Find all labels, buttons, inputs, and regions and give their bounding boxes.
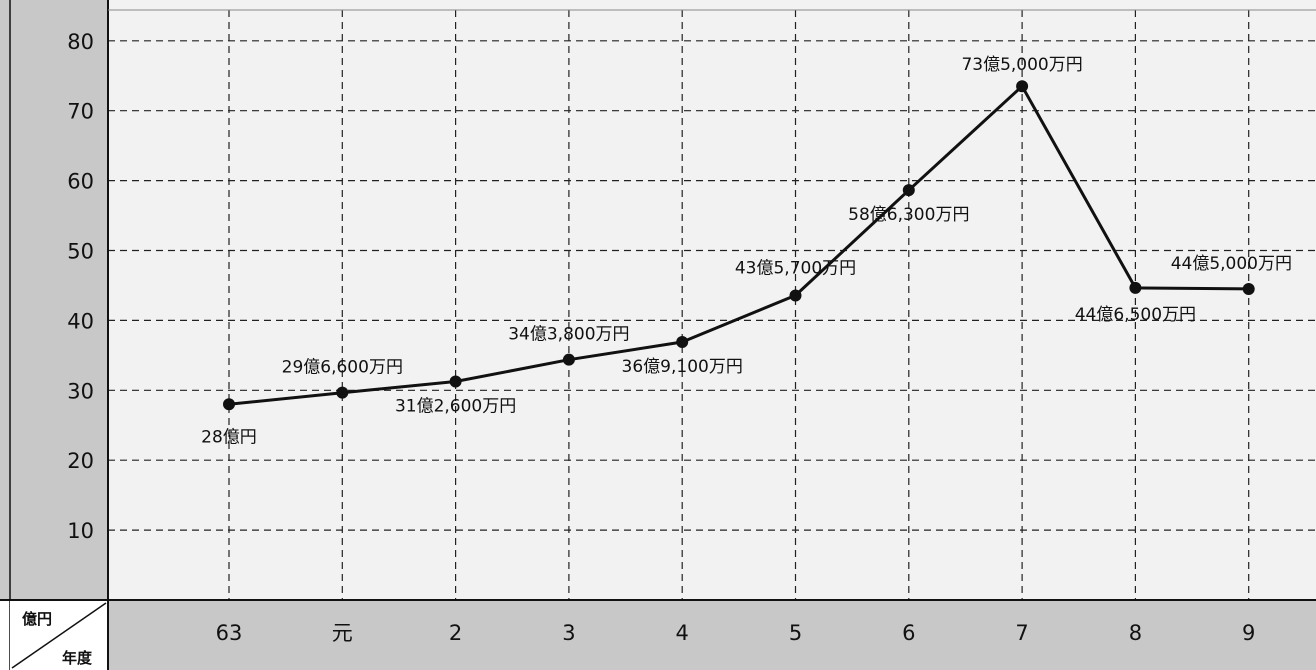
y-tick-label: 20 bbox=[67, 449, 94, 473]
grid-lines bbox=[108, 10, 1316, 600]
y-tick-labels: 10 20 30 40 50 60 70 80 bbox=[67, 30, 94, 543]
x-tick-label: 7 bbox=[1015, 621, 1028, 645]
x-axis-band bbox=[108, 600, 1316, 670]
corner-diagonal bbox=[11, 602, 107, 669]
plot-area bbox=[108, 0, 1316, 600]
x-tick-label: 63 bbox=[216, 621, 243, 645]
y-axis-band bbox=[0, 0, 108, 600]
x-tick-labels: 63 元 2 3 4 5 6 7 8 9 bbox=[216, 621, 1256, 645]
data-point bbox=[1242, 282, 1255, 295]
data-label: 58億6,300万円 bbox=[848, 205, 969, 225]
data-label: 73億5,000万円 bbox=[961, 55, 1082, 75]
data-label: 44億6,500万円 bbox=[1075, 305, 1196, 325]
data-label: 28億円 bbox=[201, 427, 257, 447]
x-tick-label: 8 bbox=[1129, 621, 1142, 645]
y-tick-label: 30 bbox=[67, 379, 94, 403]
y-tick-label: 10 bbox=[67, 519, 94, 543]
data-point bbox=[336, 386, 349, 399]
data-label: 44億5,000万円 bbox=[1171, 254, 1292, 274]
x-tick-label: 4 bbox=[676, 621, 689, 645]
data-label: 43億5,700万円 bbox=[735, 258, 856, 278]
x-tick-label: 元 bbox=[332, 621, 353, 645]
data-point bbox=[223, 398, 235, 411]
x-tick-label: 6 bbox=[902, 621, 915, 645]
data-point bbox=[1016, 80, 1029, 93]
y-unit-label: 億円 bbox=[22, 610, 52, 628]
series-line bbox=[228, 84, 1249, 406]
data-point bbox=[449, 375, 462, 388]
data-points bbox=[223, 80, 1255, 411]
x-tick-label: 9 bbox=[1242, 621, 1255, 645]
data-label: 29億6,600万円 bbox=[282, 358, 403, 378]
y-tick-label: 60 bbox=[67, 170, 94, 194]
y-tick-label: 50 bbox=[67, 240, 94, 264]
x-tick-label: 3 bbox=[562, 621, 575, 645]
x-tick-label: 2 bbox=[449, 621, 462, 645]
data-label: 36億9,100万円 bbox=[622, 357, 743, 377]
y-tick-label: 40 bbox=[67, 309, 94, 333]
axis-unit-corner: 億円 年度 bbox=[10, 601, 107, 670]
data-label: 31億2,600万円 bbox=[395, 396, 516, 416]
data-point bbox=[562, 353, 575, 366]
data-label: 34億3,800万円 bbox=[508, 325, 629, 345]
data-point bbox=[676, 335, 689, 348]
data-point bbox=[789, 289, 802, 302]
series-line-group bbox=[228, 84, 1249, 406]
y-tick-label: 80 bbox=[67, 30, 94, 54]
x-tick-label: 5 bbox=[789, 621, 802, 645]
y-tick-label: 70 bbox=[67, 100, 94, 124]
data-point bbox=[1129, 281, 1142, 294]
x-unit-label: 年度 bbox=[62, 649, 93, 667]
data-point bbox=[902, 184, 915, 197]
data-labels: 28億円 29億6,600万円 31億2,600万円 34億3,800万円 36億9,1… bbox=[201, 55, 1292, 447]
